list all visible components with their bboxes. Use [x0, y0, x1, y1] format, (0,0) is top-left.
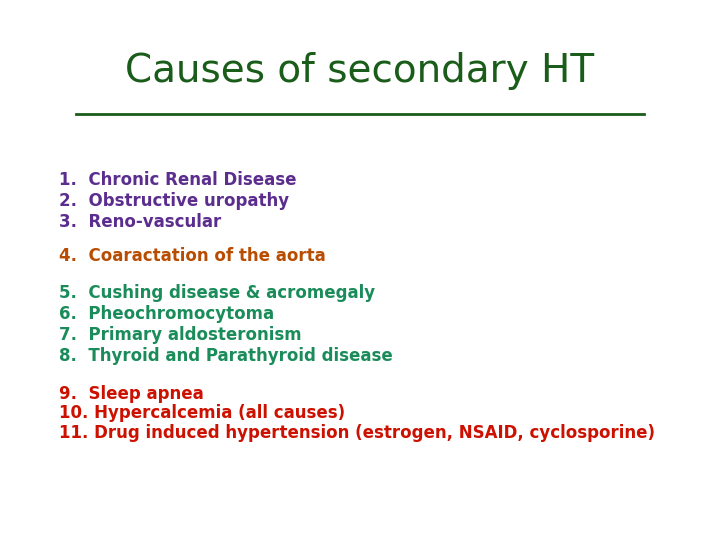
Text: Causes of secondary HT: Causes of secondary HT	[125, 52, 595, 91]
Text: 8.  Thyroid and Parathyroid disease: 8. Thyroid and Parathyroid disease	[59, 347, 392, 365]
Text: 2.  Obstructive uropathy: 2. Obstructive uropathy	[59, 192, 289, 210]
Text: 11. Drug induced hypertension (estrogen, NSAID, cyclosporine): 11. Drug induced hypertension (estrogen,…	[59, 424, 654, 442]
Text: 5.  Cushing disease & acromegaly: 5. Cushing disease & acromegaly	[59, 285, 375, 302]
Text: 1.  Chronic Renal Disease: 1. Chronic Renal Disease	[59, 171, 297, 189]
Text: 6.  Pheochromocytoma: 6. Pheochromocytoma	[59, 305, 274, 323]
Text: 4.  Coaractation of the aorta: 4. Coaractation of the aorta	[59, 247, 325, 265]
Text: 9.  Sleep apnea: 9. Sleep apnea	[59, 384, 204, 403]
Text: 10. Hypercalcemia (all causes): 10. Hypercalcemia (all causes)	[59, 404, 345, 422]
Text: 7.  Primary aldosteronism: 7. Primary aldosteronism	[59, 326, 302, 344]
Text: 3.  Reno-vascular: 3. Reno-vascular	[59, 213, 221, 231]
